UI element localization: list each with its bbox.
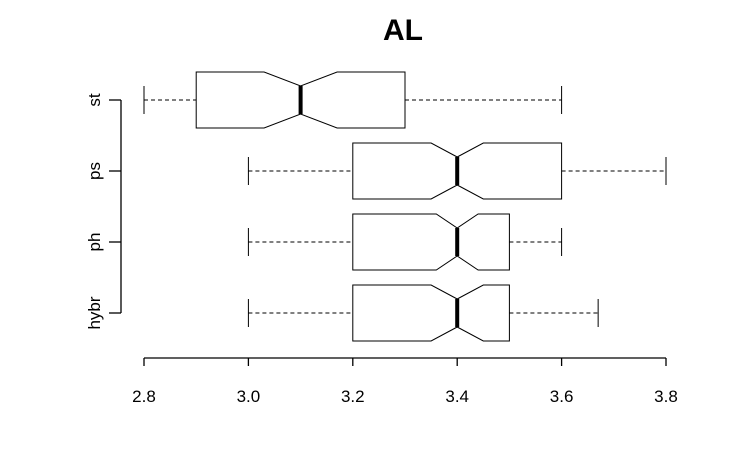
x-tick-label: 2.8 (132, 387, 156, 406)
box-group-hybr (247, 284, 599, 342)
x-tick-label: 3.2 (341, 387, 365, 406)
y-tick-label: st (85, 93, 104, 107)
plot-area (143, 71, 667, 342)
box-group-ps (247, 142, 667, 200)
notched-box (352, 284, 510, 342)
x-tick-label: 3.6 (550, 387, 574, 406)
x-tick-label: 3.4 (445, 387, 469, 406)
chart-title: AL (383, 14, 423, 47)
y-tick-label: ps (85, 162, 104, 180)
x-tick-label: 3.8 (654, 387, 678, 406)
y-tick-label: hybr (85, 296, 104, 329)
x-axis: 2.8 3.0 3.2 3.4 3.6 3.8 (132, 357, 678, 406)
box-group-st (143, 71, 563, 129)
y-axis: hybr ph ps st (85, 93, 122, 330)
notched-box (352, 213, 510, 271)
x-tick-label: 3.0 (237, 387, 261, 406)
box-group-ph (247, 213, 563, 271)
y-tick-label: ph (85, 233, 104, 252)
